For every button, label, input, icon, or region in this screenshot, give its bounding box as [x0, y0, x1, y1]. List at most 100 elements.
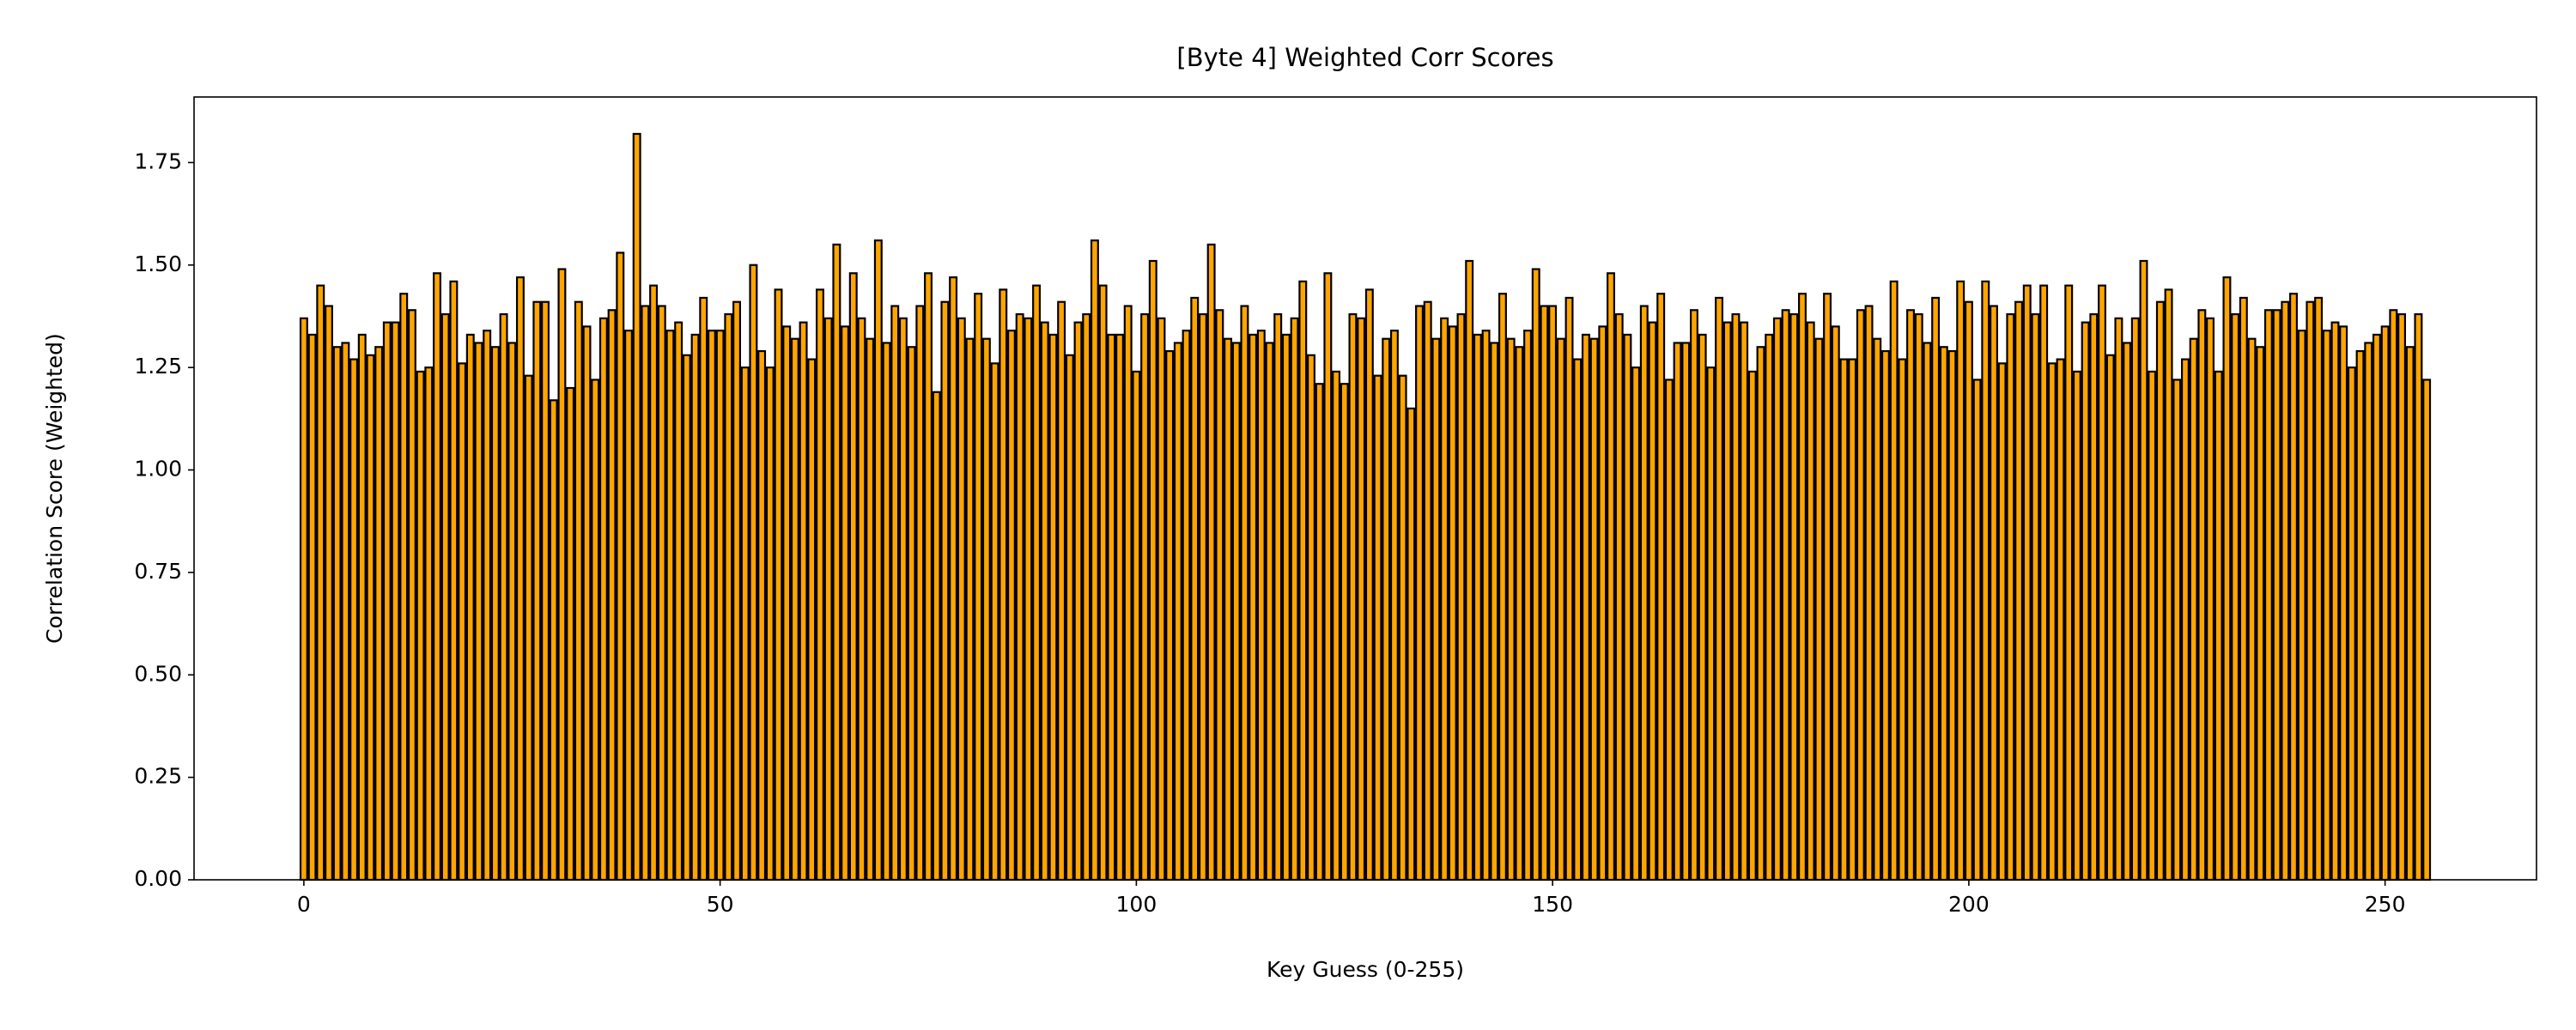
- axes-frame: [193, 96, 2537, 881]
- bar: [799, 321, 808, 882]
- bar: [2180, 358, 2190, 882]
- bar: [2355, 349, 2365, 882]
- bar: [1540, 305, 1549, 882]
- bar: [1340, 383, 1349, 882]
- bar: [1839, 358, 1849, 882]
- bar: [1290, 317, 1299, 882]
- bar: [2214, 370, 2223, 882]
- bar: [1906, 309, 1916, 882]
- bar: [1873, 337, 1882, 882]
- bar: [1648, 321, 1657, 882]
- bar: [1332, 370, 1341, 882]
- bar: [2272, 309, 2281, 882]
- bar: [1731, 312, 1741, 882]
- bar: [857, 317, 866, 882]
- bar: [674, 321, 683, 882]
- bar: [1265, 342, 1274, 882]
- bar: [1756, 346, 1765, 882]
- y-axis-label: Correlation Score (Weighted): [42, 333, 67, 644]
- bar: [940, 300, 950, 882]
- bar: [474, 342, 483, 882]
- bar: [407, 309, 416, 882]
- bar: [965, 337, 975, 882]
- bar: [382, 321, 392, 882]
- bar: [1231, 342, 1241, 882]
- bar: [366, 354, 375, 882]
- bar: [1722, 321, 1732, 882]
- bar: [458, 362, 467, 882]
- bar: [2123, 342, 2132, 882]
- bar: [1981, 280, 1990, 882]
- bar: [566, 386, 575, 882]
- bar: [1614, 312, 1624, 882]
- bar: [1348, 312, 1358, 882]
- y-tick-label: 0.00: [134, 866, 182, 891]
- bar: [1206, 243, 1216, 882]
- bar: [2247, 337, 2257, 882]
- bar: [2047, 362, 2057, 882]
- bar: [1556, 337, 1565, 882]
- bar: [1065, 354, 1074, 882]
- bar: [2322, 330, 2331, 882]
- bar: [1249, 333, 1258, 882]
- bar: [2155, 300, 2165, 882]
- bar: [2039, 284, 2049, 882]
- bar: [490, 346, 500, 882]
- bar: [299, 317, 308, 882]
- bar: [1623, 333, 1632, 882]
- bar: [1823, 293, 1832, 882]
- bar: [1939, 346, 1948, 882]
- bar: [1431, 337, 1441, 882]
- bar: [2206, 317, 2215, 882]
- bar: [2405, 346, 2415, 882]
- bar: [1589, 337, 1599, 882]
- bar: [1473, 333, 1482, 882]
- bar: [616, 251, 625, 882]
- bar: [399, 293, 409, 882]
- bar: [1673, 342, 1682, 882]
- bar: [1564, 296, 1574, 882]
- bar: [2330, 321, 2340, 882]
- bar: [732, 300, 741, 882]
- bar: [1132, 370, 1141, 882]
- bar: [1864, 305, 1874, 882]
- bar: [2314, 296, 2324, 882]
- bar: [649, 284, 659, 882]
- bar: [815, 288, 824, 882]
- bar: [1215, 309, 1224, 882]
- bar: [2372, 333, 2381, 882]
- bar: [624, 330, 633, 882]
- bar: [549, 399, 558, 882]
- bar: [2172, 379, 2182, 882]
- bar: [1573, 358, 1583, 882]
- bar: [1415, 305, 1424, 882]
- bar: [2256, 346, 2265, 882]
- bar: [2231, 312, 2240, 882]
- bar: [1747, 370, 1757, 882]
- bar: [715, 330, 725, 882]
- x-axis-label: Key Guess (0-255): [1267, 957, 1464, 982]
- x-tick-label: 250: [2365, 892, 2406, 917]
- y-tick-label: 0.75: [134, 559, 182, 584]
- bar: [1090, 239, 1099, 882]
- bar: [1024, 317, 1033, 882]
- bar: [1880, 349, 1890, 882]
- bar: [1423, 300, 1432, 882]
- bar: [1997, 362, 2007, 882]
- bar: [607, 309, 617, 882]
- bar: [1057, 300, 1066, 882]
- x-tick-label: 50: [707, 892, 734, 917]
- bar: [332, 346, 342, 882]
- bar: [1398, 374, 1407, 882]
- bar: [1831, 325, 1840, 882]
- bar: [1082, 312, 1091, 882]
- bar: [541, 300, 550, 882]
- bar: [1357, 317, 1366, 882]
- x-tick-label: 0: [297, 892, 311, 917]
- bar: [1281, 333, 1291, 882]
- bar: [1706, 367, 1716, 882]
- chart-title: [Byte 4] Weighted Corr Scores: [1176, 43, 1553, 72]
- bar: [507, 342, 517, 882]
